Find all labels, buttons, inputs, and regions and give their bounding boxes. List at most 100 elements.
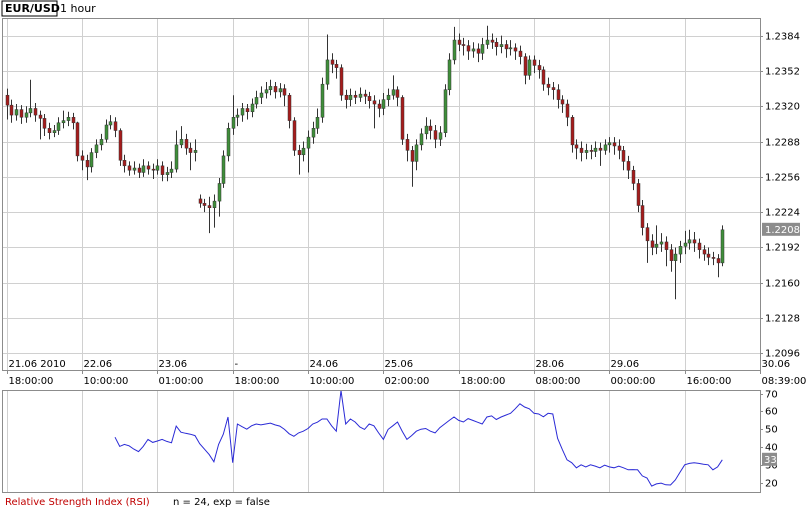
candle-body [419, 133, 424, 146]
candle-body [508, 47, 513, 50]
candle-body [687, 239, 692, 244]
candle-body [292, 120, 297, 151]
candle-body [165, 172, 170, 175]
candle-body [38, 114, 43, 119]
candle-body [513, 47, 518, 52]
candle-body [551, 87, 556, 90]
candle-body [523, 56, 528, 76]
candle-body [650, 240, 655, 248]
candle-body [485, 39, 490, 45]
candle-body [75, 122, 80, 157]
candle-body [654, 243, 659, 248]
candle-body [268, 86, 273, 90]
candle-body [494, 42, 499, 47]
candle-body [217, 183, 222, 202]
candle-body [301, 147, 306, 156]
candle-body [146, 165, 151, 170]
candle-body [5, 94, 10, 106]
y-tick-label: 1.2320 [765, 102, 800, 113]
symbol: EUR/USD [5, 2, 60, 15]
candle-body [231, 117, 236, 129]
indicator-name: Relative Strength Index (RSI) [5, 497, 150, 508]
candle-body [137, 167, 142, 173]
candle-body [9, 104, 14, 116]
date-label: 21.06 2010 [9, 359, 66, 370]
candle-body [438, 132, 443, 140]
candle-body [259, 92, 264, 98]
candle-body [457, 39, 462, 45]
candle-body [603, 144, 608, 151]
candle-body [160, 165, 165, 175]
current-rsi-box [762, 452, 777, 466]
candle-body [235, 114, 240, 118]
candle-body [372, 100, 377, 105]
candle-body [47, 128, 52, 133]
date-label: 23.06 [159, 359, 188, 370]
candle-body [702, 249, 707, 255]
x-tick-label: 02:00:00 [385, 376, 430, 387]
candle-body [179, 139, 184, 146]
date-label: 24.06 [310, 359, 339, 370]
candle-body [640, 205, 645, 228]
rsi-tick-label: 40 [765, 443, 778, 454]
candle-body [612, 142, 617, 147]
candle-body [532, 59, 537, 66]
current-price-box [762, 222, 800, 236]
candle-body [504, 44, 509, 50]
rsi-tick-label: 50 [765, 425, 778, 436]
candle-body [297, 150, 302, 156]
candle-body [245, 108, 250, 113]
x-tick-label: 08:39:00 [762, 376, 806, 387]
interval: 1 hour [60, 2, 96, 15]
y-tick-label: 1.2192 [765, 243, 800, 254]
candle-body [61, 120, 66, 124]
indicator-params: n = 24, exp = false [173, 497, 270, 508]
candle-body [476, 48, 481, 54]
rsi-panel-frame [2, 390, 761, 493]
candle-body [127, 165, 132, 171]
candle-body [433, 130, 438, 140]
candle-body [132, 167, 137, 171]
candle-body [174, 144, 179, 170]
y-tick-label: 1.2224 [765, 208, 800, 219]
candle-body [264, 89, 269, 94]
candle-body [410, 150, 415, 162]
candle-body [405, 139, 410, 151]
candle-body [386, 94, 391, 100]
candle-body [414, 144, 419, 162]
date-label: - [235, 359, 239, 370]
candle-body [631, 169, 636, 184]
candle-body [33, 108, 38, 116]
candle-body [678, 246, 683, 255]
candle-body [716, 258, 721, 264]
candle-body [212, 200, 217, 208]
candle-body [353, 94, 358, 98]
x-tick-label: 18:00:00 [9, 376, 54, 387]
rsi-tick-label: 20 [765, 479, 778, 490]
candle-body [19, 109, 24, 118]
candle-body [141, 165, 146, 173]
candle-body [706, 253, 711, 258]
candle-body [363, 93, 368, 97]
candle-body [711, 257, 716, 259]
candle-body [527, 59, 532, 76]
candle-body [621, 150, 626, 162]
candle-body [325, 59, 330, 85]
candle-body [330, 59, 335, 65]
y-tick-label: 1.2352 [765, 67, 800, 78]
candle-body [381, 99, 386, 109]
candle-body [28, 108, 33, 114]
candle-body [659, 241, 664, 245]
candle-body [334, 64, 339, 68]
candle-body [108, 121, 113, 126]
candle-body [99, 139, 104, 146]
candle-body [697, 242, 702, 250]
candle-body [104, 124, 109, 140]
candle-body [518, 50, 523, 57]
candle-body [254, 97, 259, 105]
candle-body [113, 121, 118, 131]
candle-body [395, 89, 400, 98]
x-tick-label: 01:00:00 [159, 376, 204, 387]
candle-body [207, 205, 212, 208]
